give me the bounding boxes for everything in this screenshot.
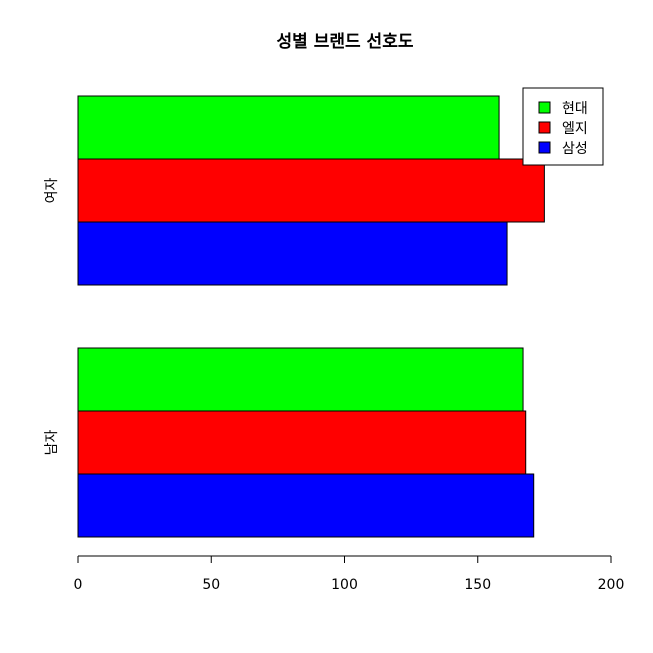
bar-1-1 bbox=[78, 96, 499, 159]
x-tick-label-0: 0 bbox=[74, 577, 83, 593]
x-tick-label-4: 200 bbox=[598, 577, 625, 593]
x-tick-label-2: 100 bbox=[331, 577, 358, 593]
legend-label-3: 삼성 bbox=[562, 141, 588, 157]
bar-2-3 bbox=[78, 474, 534, 537]
legend-swatch-1 bbox=[539, 102, 550, 113]
x-tick-label-3: 150 bbox=[464, 577, 491, 593]
category-label-1: 여자 bbox=[44, 178, 60, 204]
legend-swatch-2 bbox=[539, 122, 550, 133]
category-label-2: 남자 bbox=[44, 430, 60, 456]
legend-label-2: 엘지 bbox=[562, 121, 588, 137]
x-axis: 0 50 100 150 200 bbox=[74, 556, 625, 593]
x-tick-label-1: 50 bbox=[202, 577, 220, 593]
bars-group bbox=[78, 96, 544, 537]
bar-2-2 bbox=[78, 411, 526, 474]
chart-title: 성별 브랜드 선호도 bbox=[277, 32, 414, 52]
bar-2-1 bbox=[78, 348, 523, 411]
legend-swatch-3 bbox=[539, 142, 550, 153]
legend-label-1: 현대 bbox=[562, 101, 588, 117]
bar-1-2 bbox=[78, 159, 544, 222]
bar-1-3 bbox=[78, 222, 507, 285]
